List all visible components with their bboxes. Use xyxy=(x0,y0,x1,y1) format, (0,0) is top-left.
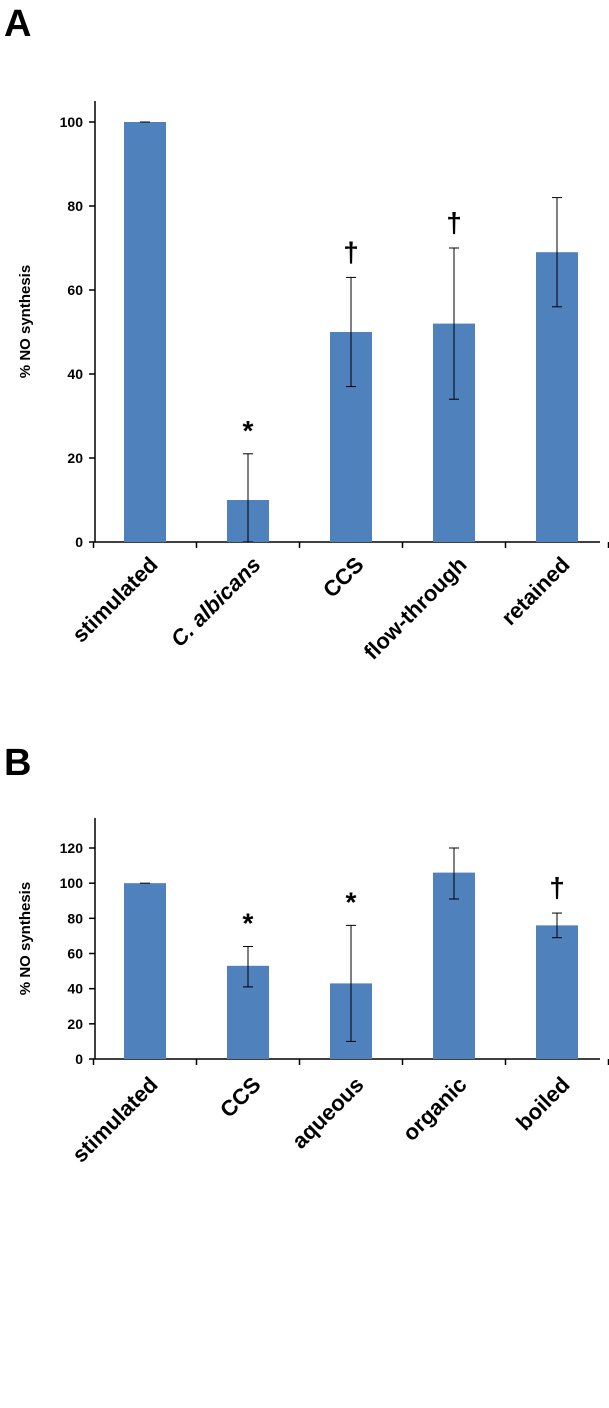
y-tick-label: 60 xyxy=(67,282,83,298)
y-tick-label: 0 xyxy=(75,534,83,550)
y-axis-label: % NO synthesis xyxy=(17,265,34,378)
significance-marker: † xyxy=(446,207,462,238)
y-tick-label: 60 xyxy=(67,946,83,962)
y-tick-label: 40 xyxy=(67,981,83,997)
category-label: CCS xyxy=(215,1072,266,1123)
category-label: boiled xyxy=(511,1072,574,1135)
category-label: C. albicans xyxy=(166,552,266,652)
panel-letter: B xyxy=(4,742,31,784)
y-tick-label: 100 xyxy=(60,114,84,130)
y-tick-label: 20 xyxy=(67,450,83,466)
panel-a-chart: A % NO synthesis 0 20 40 60 80 100 stimulated * C.… xyxy=(4,3,609,665)
significance-marker: * xyxy=(243,907,254,938)
y-axis-label: % NO synthesis xyxy=(17,882,34,995)
significance-marker: † xyxy=(549,872,565,903)
category-label: flow-through xyxy=(359,552,472,665)
category-label: retained xyxy=(496,552,574,630)
category-label: aqueous xyxy=(287,1072,369,1154)
y-tick-label: 40 xyxy=(67,366,83,382)
bar xyxy=(124,122,166,542)
category-label: stimulated xyxy=(67,552,162,647)
significance-marker: * xyxy=(346,886,357,917)
y-tick-label: 100 xyxy=(60,875,84,891)
panel-b-chart: B % NO synthesis 0 20 40 60 80 100 120 stimulated… xyxy=(4,742,609,1167)
category-label: stimulated xyxy=(67,1072,162,1167)
category-label: CCS xyxy=(318,552,369,603)
y-tick-label: 120 xyxy=(60,840,84,856)
panel-letter: A xyxy=(4,3,31,45)
y-tick-label: 80 xyxy=(67,910,83,926)
significance-marker: † xyxy=(343,236,359,267)
bar xyxy=(124,883,166,1059)
y-tick-label: 20 xyxy=(67,1016,83,1032)
bar xyxy=(536,925,578,1059)
y-tick-label: 0 xyxy=(75,1051,83,1067)
y-tick-label: 80 xyxy=(67,198,83,214)
bar xyxy=(433,872,475,1059)
significance-marker: * xyxy=(243,415,254,446)
category-label: organic xyxy=(398,1072,472,1146)
